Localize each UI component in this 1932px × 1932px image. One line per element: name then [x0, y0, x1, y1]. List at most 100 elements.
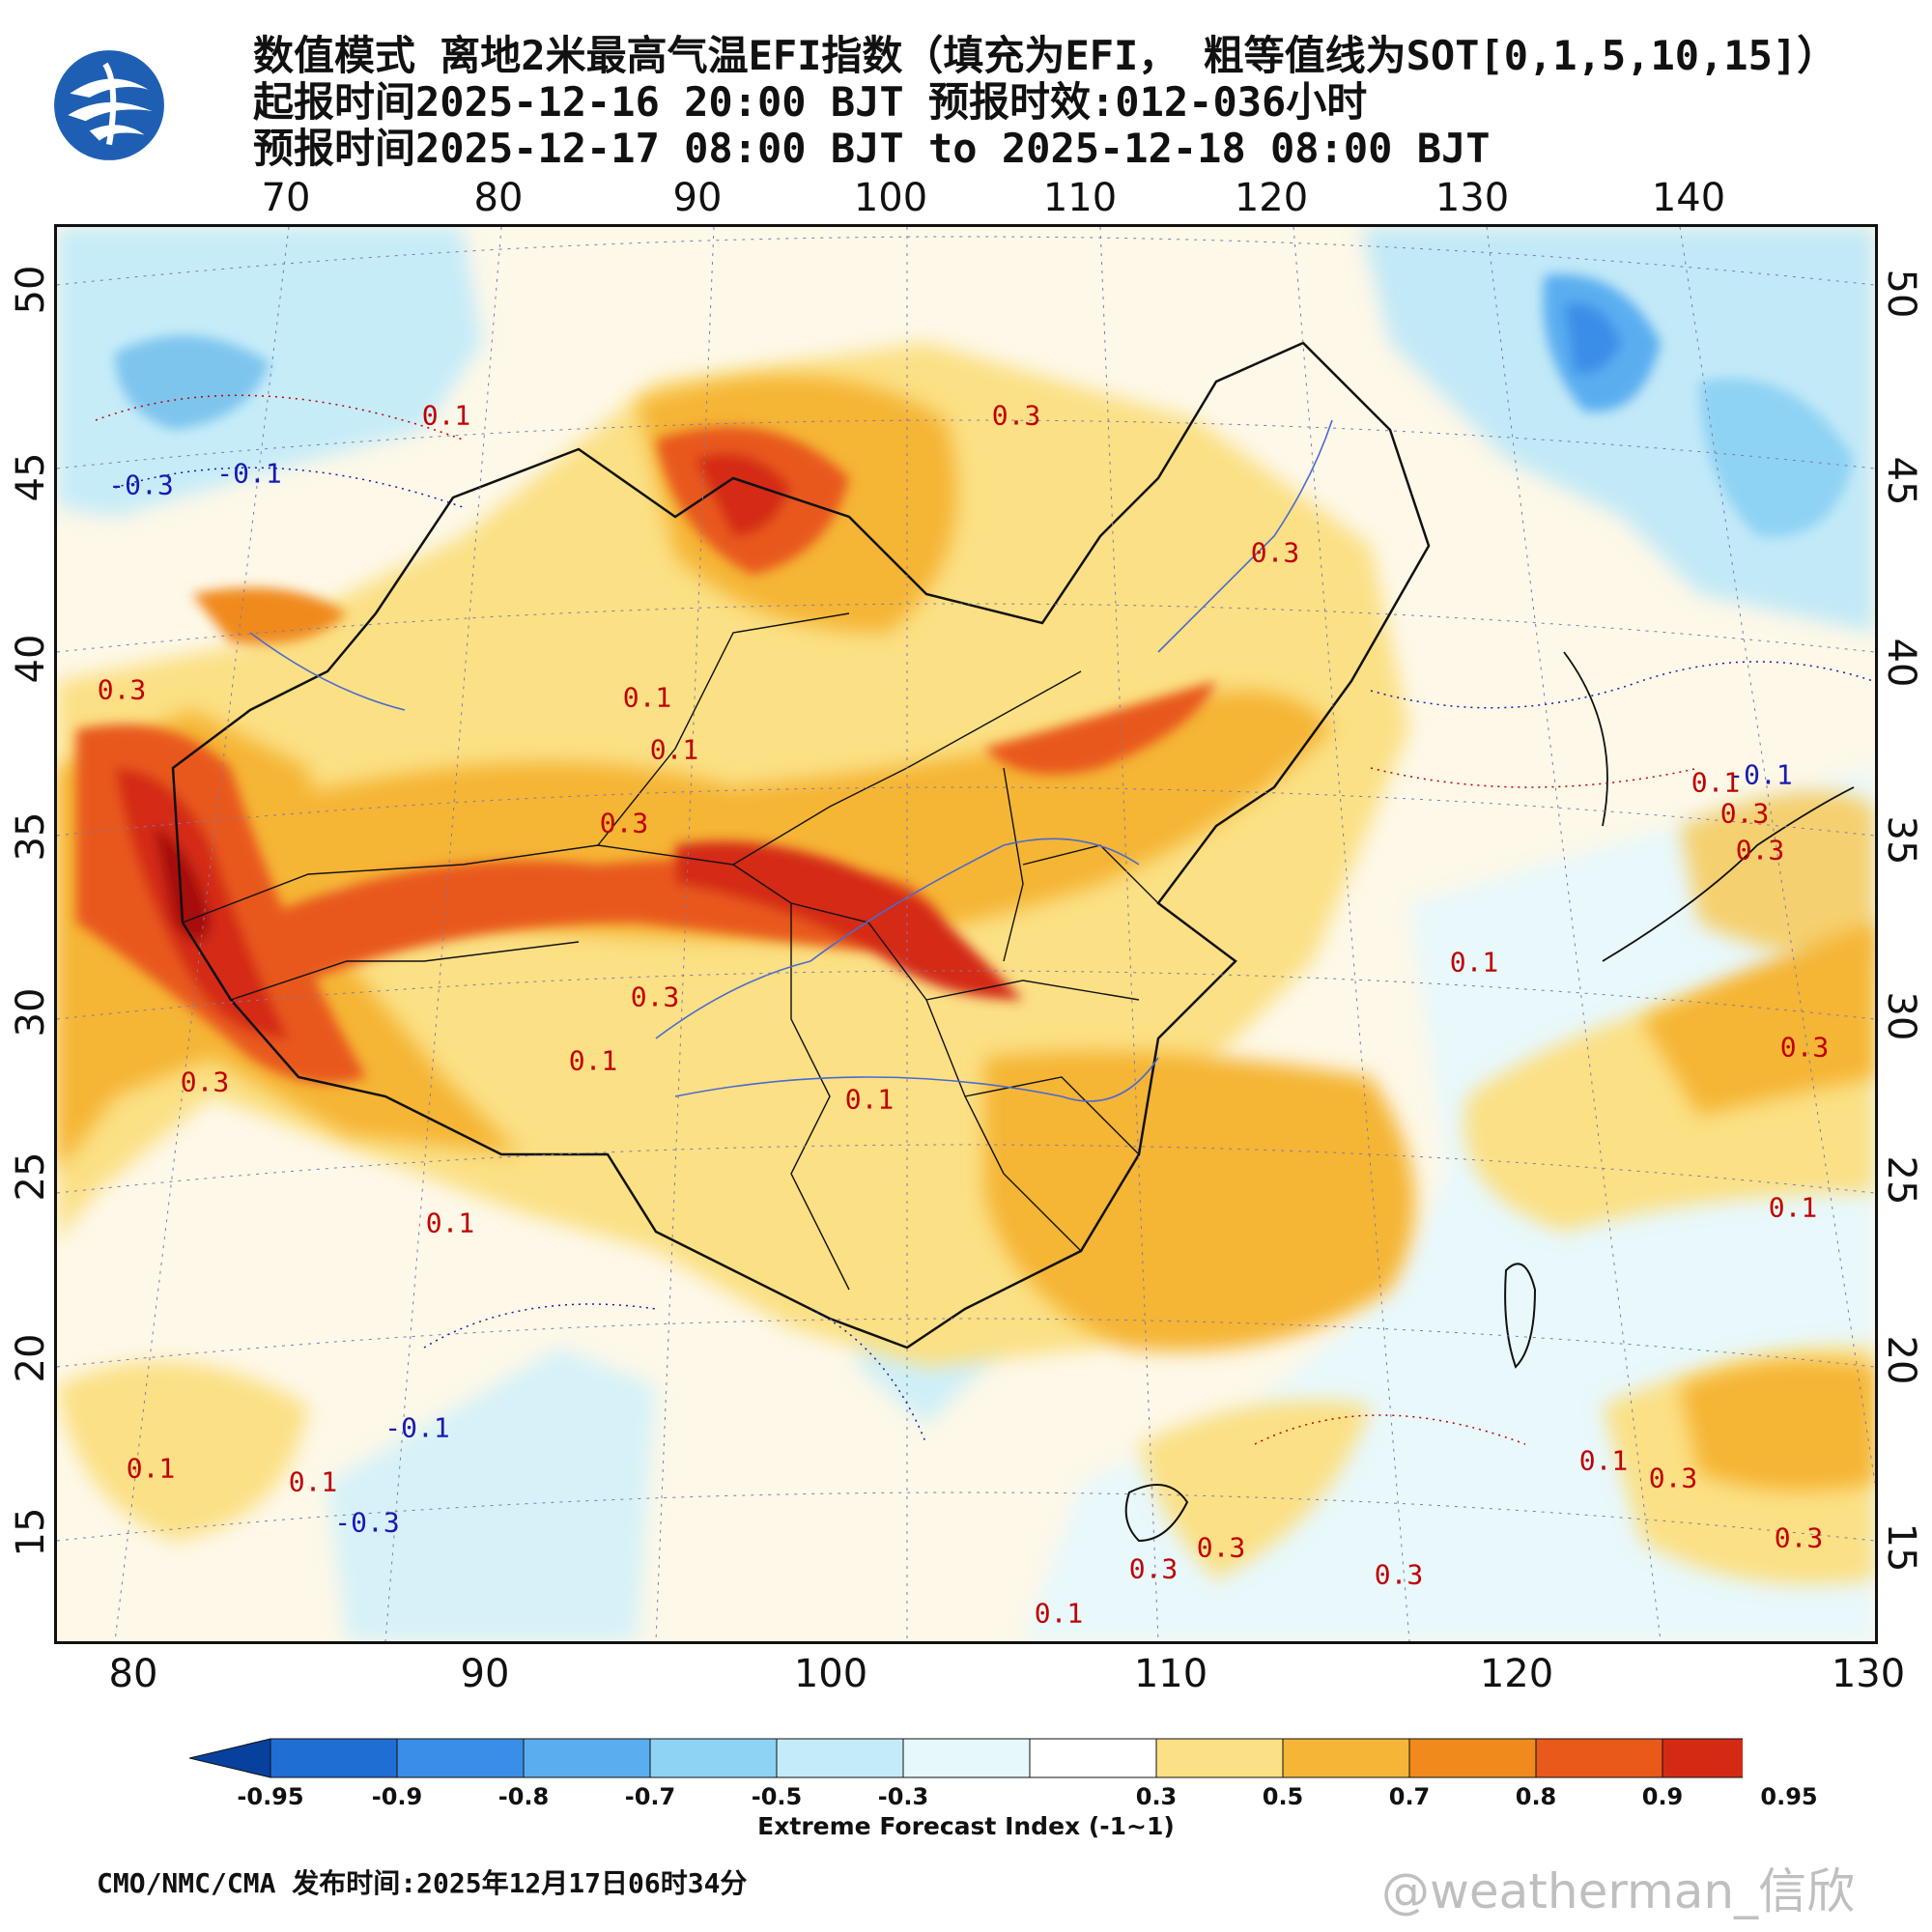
- colorbar-low-triangle: [189, 1738, 271, 1778]
- right-lat-label: 15: [1879, 1522, 1923, 1573]
- right-lat-label: 40: [1879, 638, 1923, 688]
- contour-label: -0.3: [334, 1506, 400, 1539]
- colorbar-swatch: [649, 1738, 778, 1778]
- hainan-island: [1124, 1484, 1189, 1543]
- title-line-3: 预报时间2025-12-17 08:00 BJT to 2025-12-18 0…: [253, 125, 1491, 172]
- contour-label: -0.1: [216, 457, 282, 490]
- top-lon-label: 90: [672, 176, 723, 220]
- bottom-lon-label: 80: [108, 1652, 158, 1696]
- contour-label: 0.1: [421, 399, 471, 432]
- left-lat-label: 25: [9, 1151, 53, 1202]
- contour-label: 0.3: [1719, 797, 1770, 830]
- bottom-lon-label: 100: [793, 1652, 868, 1696]
- top-lon-label: 140: [1651, 176, 1726, 220]
- korea-japan-coast: [1563, 651, 1855, 962]
- contour-label: 0.3: [1735, 834, 1785, 867]
- colorbar-tick-label: -0.8: [497, 1783, 550, 1810]
- colorbar-swatch: [1535, 1738, 1663, 1778]
- contour-label: 0.3: [180, 1065, 230, 1098]
- colorbar-swatch: [396, 1738, 525, 1778]
- colorbar: [189, 1738, 1743, 1778]
- left-lat-label: 20: [9, 1333, 53, 1383]
- colorbar-swatch: [776, 1738, 904, 1778]
- right-lat-label: 20: [1879, 1335, 1923, 1385]
- contour-label: 0.1: [622, 681, 672, 714]
- right-lat-label: 30: [1879, 991, 1923, 1041]
- contour-label: 0.3: [1374, 1558, 1424, 1591]
- colorbar-swatch: [270, 1738, 398, 1778]
- contour-label: 0.3: [991, 399, 1041, 432]
- left-lat-label: 35: [9, 811, 53, 862]
- colorbar-swatch: [1662, 1738, 1743, 1778]
- colorbar-swatch: [902, 1738, 1031, 1778]
- contour-label: 0.1: [1449, 946, 1499, 979]
- title-block: 数值模式 离地2米最高气温EFI指数（填充为EFI， 粗等值线为SOT[0,1,…: [253, 33, 1837, 172]
- graticule: [57, 227, 1875, 1641]
- watermark: @weatherman_信欣: [1381, 1863, 1856, 1919]
- blue-patches: [115, 273, 1854, 537]
- colorbar-tick-label: -0.7: [624, 1783, 676, 1810]
- colorbar-title: Extreme Forecast Index (-1~1): [757, 1812, 1175, 1840]
- right-lat-label: 35: [1879, 815, 1923, 866]
- left-lat-label: 50: [9, 265, 53, 315]
- colorbar-swatch: [1029, 1738, 1157, 1778]
- colorbar-tick-label: 0.3: [1135, 1783, 1178, 1810]
- contour-label: 0.3: [1196, 1531, 1246, 1564]
- efi-0.7-0.9-bands: [76, 426, 1216, 1084]
- province-lines: [182, 612, 1159, 1291]
- colorbar-swatch: [1155, 1738, 1284, 1778]
- left-lat-label: 30: [9, 987, 53, 1037]
- contour-label: 0.3: [1648, 1462, 1698, 1494]
- issue-footer: CMO/NMC/CMA 发布时间:2025年12月17日06时34分: [97, 1867, 748, 1899]
- colorbar-tick-label: 0.95: [1760, 1783, 1818, 1810]
- contour-label: 0.1: [288, 1465, 338, 1498]
- colorbar-tick-label: -0.95: [237, 1783, 304, 1810]
- contour-label: 0.1: [1690, 766, 1741, 799]
- contour-label: 0.3: [1250, 536, 1300, 569]
- sot-dotted-contours: [95, 394, 1874, 1445]
- taiwan-island: [1504, 1263, 1537, 1369]
- contour-label: 0.1: [1768, 1191, 1818, 1224]
- colorbar-tick-label: -0.5: [751, 1783, 803, 1810]
- contour-label: 0.3: [1774, 1521, 1824, 1554]
- top-lon-label: 100: [853, 176, 928, 220]
- contour-label: 0.1: [844, 1083, 895, 1116]
- top-lon-label: 130: [1435, 176, 1510, 220]
- colorbar-swatch: [1408, 1738, 1537, 1778]
- top-lon-label: 110: [1042, 176, 1118, 220]
- title-line-1: 数值模式 离地2米最高气温EFI指数（填充为EFI， 粗等值线为SOT[0,1,…: [253, 32, 1838, 79]
- right-lat-label: 50: [1879, 269, 1923, 319]
- left-lat-label: 15: [9, 1507, 53, 1557]
- bottom-lon-label: 110: [1133, 1652, 1208, 1696]
- contour-label: 0.1: [1034, 1597, 1084, 1630]
- colorbar-tick-label: -0.3: [877, 1783, 929, 1810]
- title-line-2: 起报时间2025-12-16 20:00 BJT 预报时效:012-036小时: [253, 78, 1368, 126]
- map-panel: [54, 224, 1878, 1644]
- left-lat-label: 40: [9, 634, 53, 684]
- efi-map: [57, 227, 1875, 1641]
- contour-label: -0.1: [384, 1411, 450, 1444]
- contour-label: 0.1: [425, 1207, 475, 1239]
- bottom-lon-label: 120: [1479, 1652, 1554, 1696]
- contour-label: 0.3: [1128, 1552, 1179, 1585]
- left-lat-label: 45: [9, 452, 53, 502]
- colorbar-swatch: [1282, 1738, 1410, 1778]
- colorbar-tick-label: 0.5: [1262, 1783, 1304, 1810]
- contour-label: 0.3: [599, 807, 649, 839]
- top-lon-label: 80: [473, 176, 524, 220]
- bottom-lon-label: 130: [1831, 1652, 1906, 1696]
- cma-logo-icon: [54, 50, 164, 160]
- contour-label: 0.1: [126, 1452, 176, 1485]
- contour-label: -0.1: [1727, 758, 1793, 791]
- contour-label: 0.1: [568, 1044, 618, 1077]
- top-lon-label: 70: [261, 176, 311, 220]
- top-lon-label: 120: [1234, 176, 1309, 220]
- contour-label: 0.1: [649, 733, 699, 766]
- colorbar-tick-label: -0.9: [371, 1783, 423, 1810]
- contour-label: 0.3: [1779, 1031, 1830, 1064]
- contour-label: 0.1: [1578, 1444, 1629, 1477]
- bottom-lon-label: 90: [460, 1652, 510, 1696]
- colorbar-tick-label: 0.9: [1641, 1783, 1684, 1810]
- colorbar-tick-label: 0.8: [1515, 1783, 1557, 1810]
- colorbar-tick-label: 0.7: [1388, 1783, 1431, 1810]
